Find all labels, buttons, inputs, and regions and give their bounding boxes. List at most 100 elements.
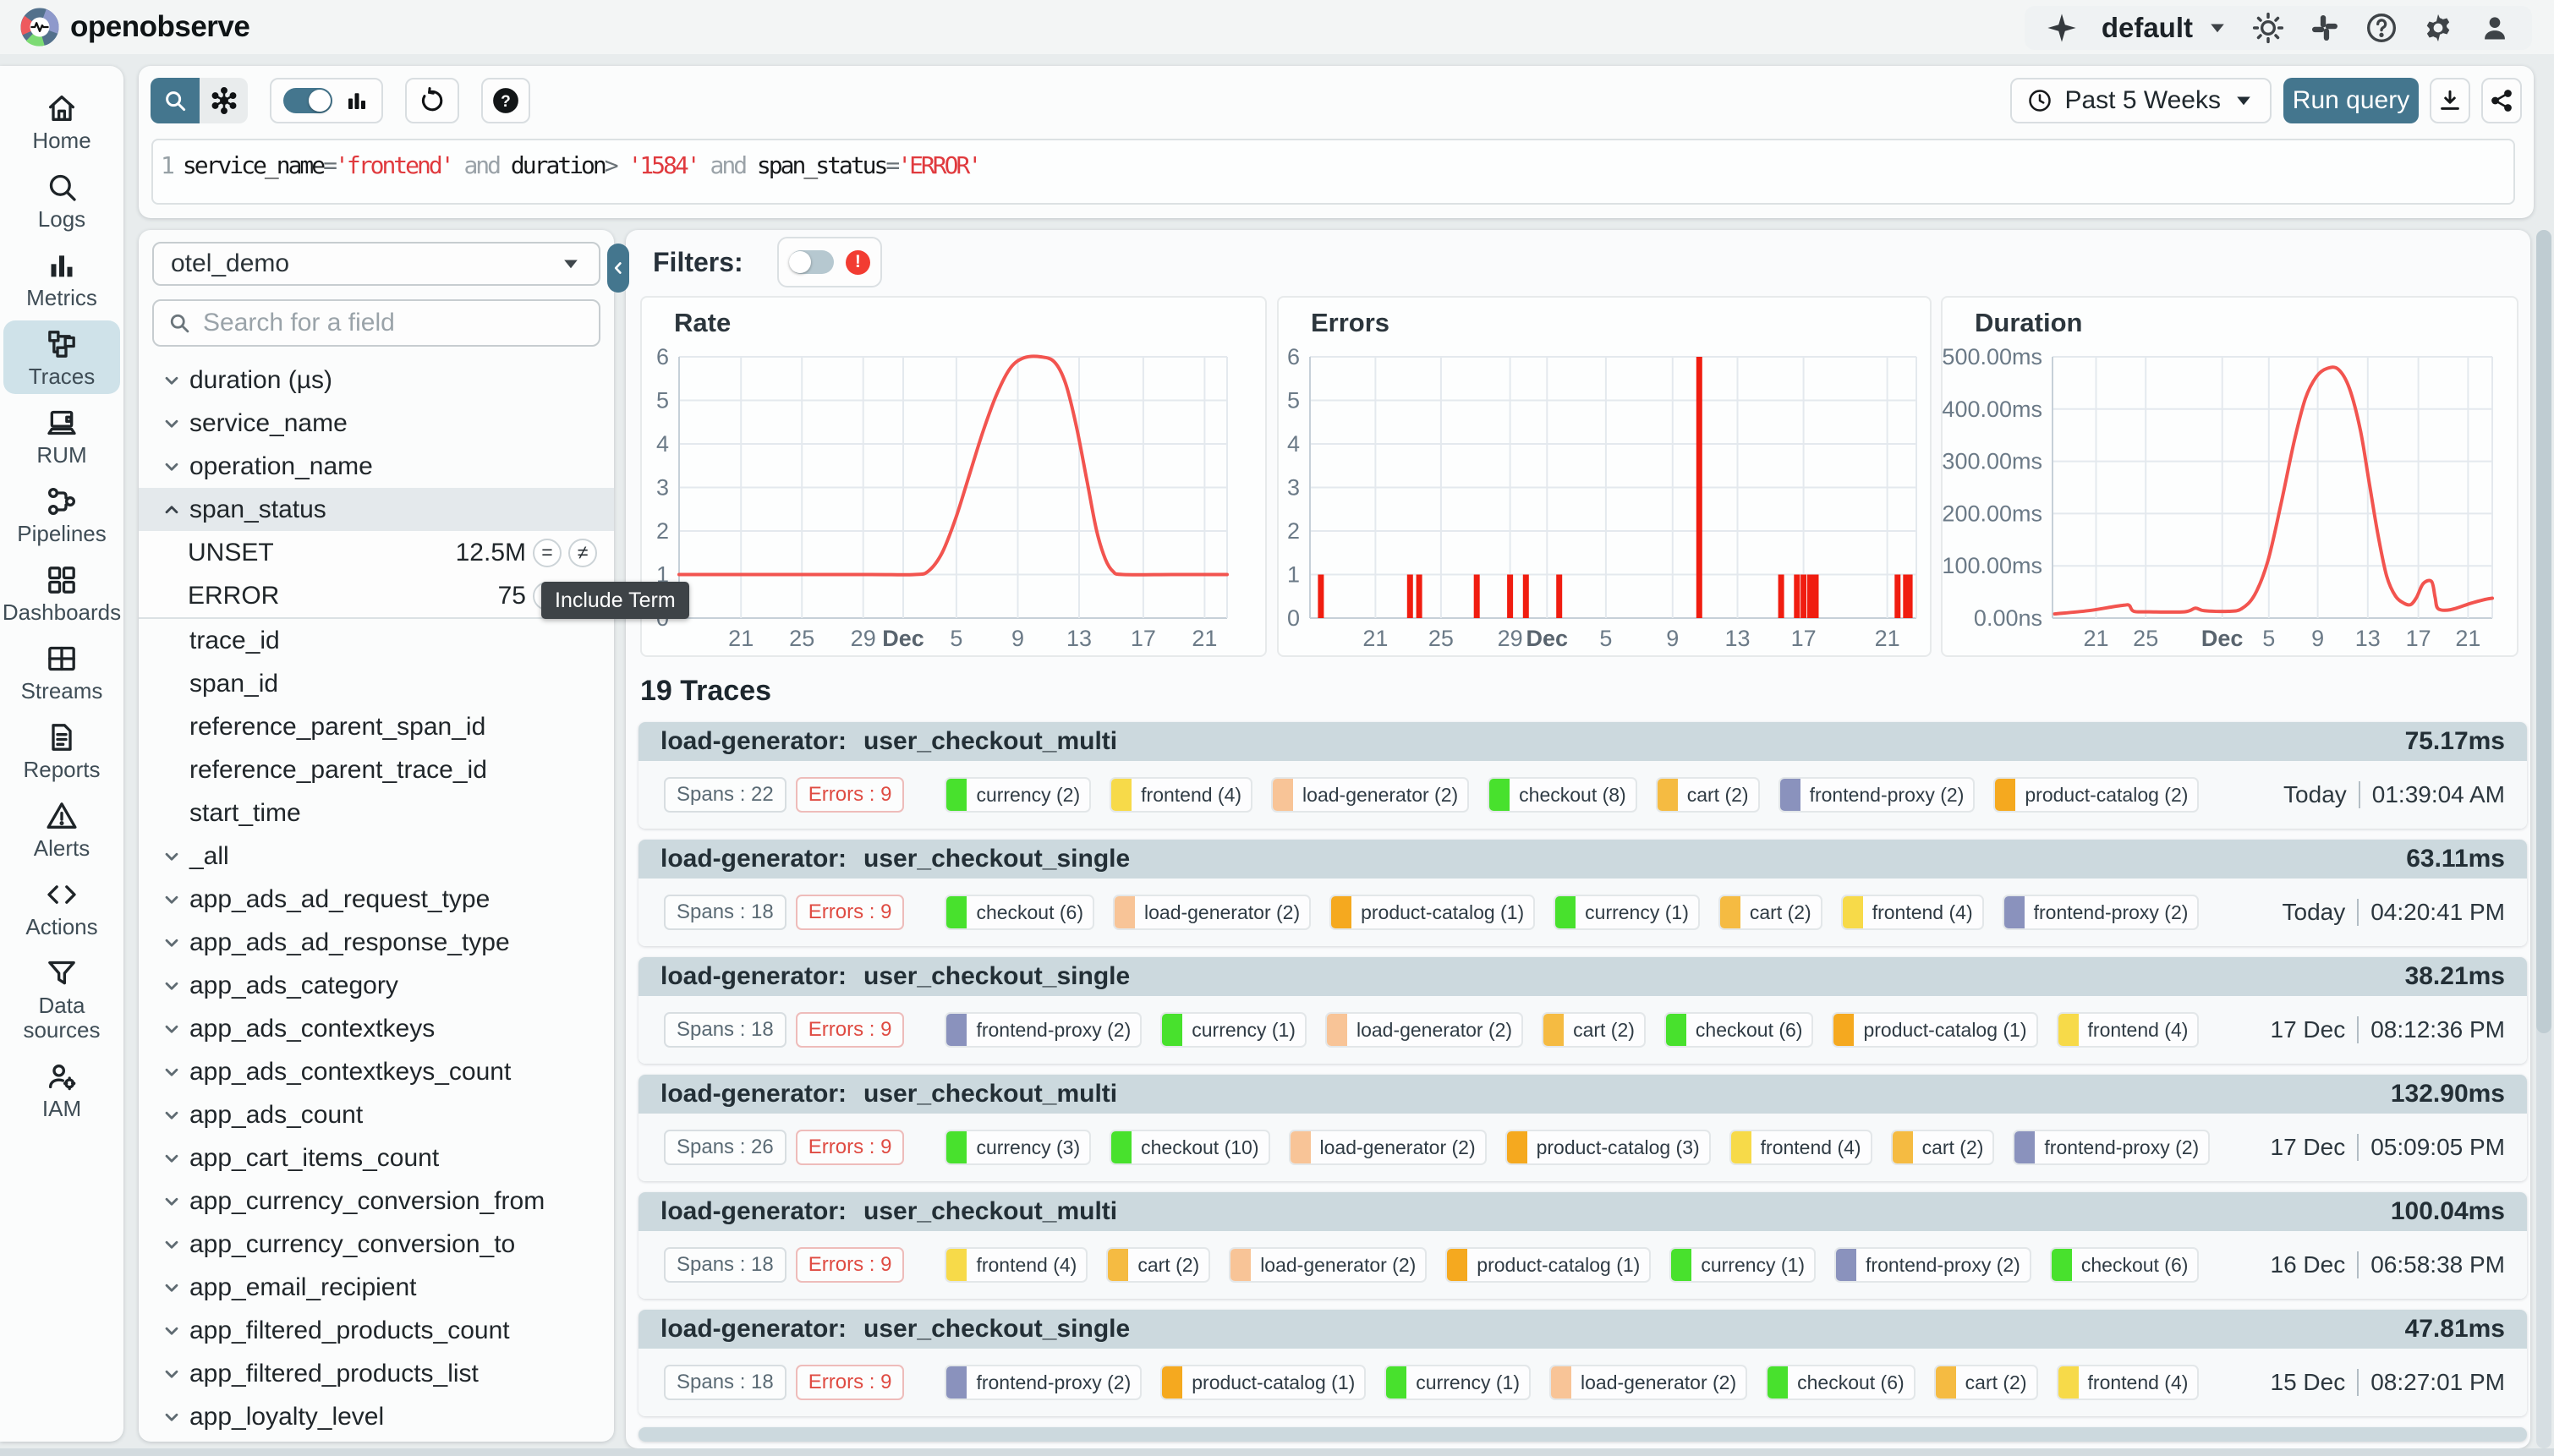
query-help-button[interactable]: ? <box>481 78 530 123</box>
query-editor[interactable]: 1 service_name='frontend' and duration> … <box>151 139 2515 205</box>
service-chip-product-catalog: product-catalog (3) <box>1504 1130 1711 1165</box>
nav-item-reports[interactable]: Reports <box>3 714 120 787</box>
trace-duration: 47.81ms <box>2404 1315 2505 1343</box>
field-row-app_currency_conversion_from[interactable]: app_currency_conversion_from <box>139 1180 614 1223</box>
service-color-swatch <box>1768 1366 1789 1399</box>
nav-item-pipelines[interactable]: Pipelines <box>3 478 120 551</box>
query-toolbar: ? Past 5 Weeks Run query <box>151 78 2522 123</box>
nav-item-dashboards[interactable]: Dashboards <box>3 556 121 630</box>
ai-sparkle-icon[interactable] <box>2045 11 2079 45</box>
trace-row[interactable]: load-generator: user_checkout_multi 75.17m… <box>638 722 2527 829</box>
field-row-app_ads_contextkeys_count[interactable]: app_ads_contextkeys_count <box>139 1050 614 1093</box>
field-row-app_filtered_products_count[interactable]: app_filtered_products_count <box>139 1309 614 1352</box>
field-row-span_status[interactable]: span_status <box>139 488 614 531</box>
refresh-button[interactable] <box>405 78 459 123</box>
chevron-down-icon <box>161 1018 183 1040</box>
service-chips: currency (2) frontend (4) load-generator (… <box>945 777 2200 813</box>
share-button[interactable] <box>2481 78 2522 123</box>
include-term-button[interactable]: = <box>533 538 562 567</box>
trace-duration: 132.90ms <box>2390 1080 2505 1108</box>
chevron-down-icon <box>161 1363 183 1385</box>
trace-row[interactable]: load-generator: user_checkout_single 38.21… <box>638 957 2527 1064</box>
field-row-start_time[interactable]: start_time <box>139 791 614 835</box>
field-search-input[interactable]: Search for a field <box>152 299 600 347</box>
field-row-service_name[interactable]: service_name <box>139 402 614 445</box>
service-color-swatch <box>1935 1366 1956 1399</box>
field-row-trace_id[interactable]: trace_id <box>139 619 614 662</box>
download-button[interactable] <box>2430 78 2470 123</box>
field-row-app_ads_contextkeys[interactable]: app_ads_contextkeys <box>139 1007 614 1050</box>
svg-text:21: 21 <box>1362 626 1388 651</box>
trace-service-name: load-generator: <box>660 962 847 990</box>
nav-item-logs[interactable]: Logs <box>3 163 120 237</box>
trace-row-header[interactable]: load-generator: user_checkout_multi 132.90… <box>638 1075 2527 1114</box>
field-value-name: ERROR <box>188 581 280 610</box>
trace-row[interactable]: load-generator: user_checkout_multi 132.90… <box>638 1075 2527 1181</box>
histogram-toggle[interactable] <box>283 88 332 113</box>
field-row-app_loyalty_level[interactable]: app_loyalty_level <box>139 1395 614 1438</box>
trace-row-header[interactable]: load-generator: user_checkout_multi 100.04… <box>638 1192 2527 1231</box>
run-query-button[interactable]: Run query <box>2283 78 2419 123</box>
nav-item-iam[interactable]: IAM <box>3 1053 120 1126</box>
nav-item-metrics[interactable]: Metrics <box>3 242 120 315</box>
trace-row-header[interactable]: load-generator: user_checkout_single 38.21… <box>638 957 2527 996</box>
clock-icon <box>2027 88 2053 113</box>
field-row-app_ads_count[interactable]: app_ads_count <box>139 1093 614 1136</box>
nav-item-data-sources[interactable]: Data sources <box>3 950 120 1048</box>
field-row-app_cart_items_count[interactable]: app_cart_items_count <box>139 1136 614 1180</box>
field-row-app_filtered_products_list[interactable]: app_filtered_products_list <box>139 1352 614 1395</box>
trace-row-header[interactable]: load-generator: user_checkout_single 63.11… <box>638 840 2527 879</box>
trace-row-header[interactable]: load-generator: user_checkout_multi 75.17m… <box>638 722 2527 761</box>
vertical-scrollbar[interactable] <box>2536 230 2551 1448</box>
service-color-swatch <box>2058 1366 2079 1399</box>
question-icon: ? <box>491 86 520 115</box>
theme-sun-icon[interactable] <box>2251 11 2285 45</box>
exclude-term-button[interactable]: ≠ <box>568 538 597 567</box>
trace-row[interactable]: load-generator: user_checkout_single 47.81… <box>638 1310 2527 1416</box>
stream-select[interactable]: otel_demo <box>152 242 600 286</box>
field-row-span_id[interactable]: span_id <box>139 662 614 705</box>
spans-count-chip: Spans : 22 <box>664 777 786 813</box>
search-mode-button[interactable] <box>151 78 200 123</box>
nav-item-traces[interactable]: Traces <box>3 320 120 394</box>
field-row-_all[interactable]: _all <box>139 835 614 878</box>
field-row-app_ads_ad_response_type[interactable]: app_ads_ad_response_type <box>139 921 614 964</box>
field-row-reference_parent_span_id[interactable]: reference_parent_span_id <box>139 705 614 748</box>
field-label: app_ads_category <box>189 971 398 999</box>
field-row-operation_name[interactable]: operation_name <box>139 445 614 488</box>
filters-toggle[interactable] <box>788 250 835 274</box>
slack-icon[interactable] <box>2308 11 2342 45</box>
field-row-app_ads_ad_request_type[interactable]: app_ads_ad_request_type <box>139 878 614 921</box>
help-icon[interactable] <box>2365 11 2398 45</box>
service-chip-currency: currency (1) <box>1554 895 1700 930</box>
nav-item-rum[interactable]: RUM <box>3 399 120 473</box>
scrollbar-thumb[interactable] <box>2536 230 2551 1033</box>
service-chips: checkout (6) load-generator (2) product-ca… <box>945 895 2200 930</box>
field-row-duration_s_[interactable]: duration (µs) <box>139 359 614 402</box>
org-select[interactable]: default <box>2102 12 2228 44</box>
trace-row[interactable]: load-generator: user_checkout_single 63.11… <box>638 840 2527 946</box>
trace-row[interactable]: load-generator: user_checkout_multi 100.04… <box>638 1192 2527 1299</box>
time-range-select[interactable]: Past 5 Weeks <box>2010 78 2272 123</box>
trace-row-header[interactable]: load-generator: user_checkout_single 47.81… <box>638 1310 2527 1349</box>
nav-item-actions[interactable]: Actions <box>3 871 120 944</box>
query-line-number: 1 <box>161 151 175 179</box>
nav-item-alerts[interactable]: Alerts <box>3 792 120 866</box>
service-color-swatch <box>1779 779 1800 811</box>
settings-icon[interactable] <box>2421 11 2455 45</box>
field-row-app_email_recipient[interactable]: app_email_recipient <box>139 1266 614 1309</box>
service-graph-mode-button[interactable] <box>200 78 248 123</box>
trace-duration: 38.21ms <box>2404 962 2505 990</box>
collapse-fields-button[interactable] <box>607 244 629 293</box>
trace-duration: 75.17ms <box>2404 727 2505 755</box>
spans-count-chip: Spans : 26 <box>664 1130 786 1165</box>
field-list: duration (µs) service_name operation_name s… <box>139 359 614 1438</box>
field-row-app_currency_conversion_to[interactable]: app_currency_conversion_to <box>139 1223 614 1266</box>
field-row-reference_parent_trace_id[interactable]: reference_parent_trace_id <box>139 748 614 791</box>
query-token-str: 'ERROR' <box>897 151 982 179</box>
trace-date: Today <box>2282 899 2346 925</box>
nav-item-home[interactable]: Home <box>3 85 120 158</box>
field-row-app_ads_category[interactable]: app_ads_category <box>139 964 614 1007</box>
nav-item-streams[interactable]: Streams <box>3 635 120 709</box>
profile-icon[interactable] <box>2478 11 2512 45</box>
